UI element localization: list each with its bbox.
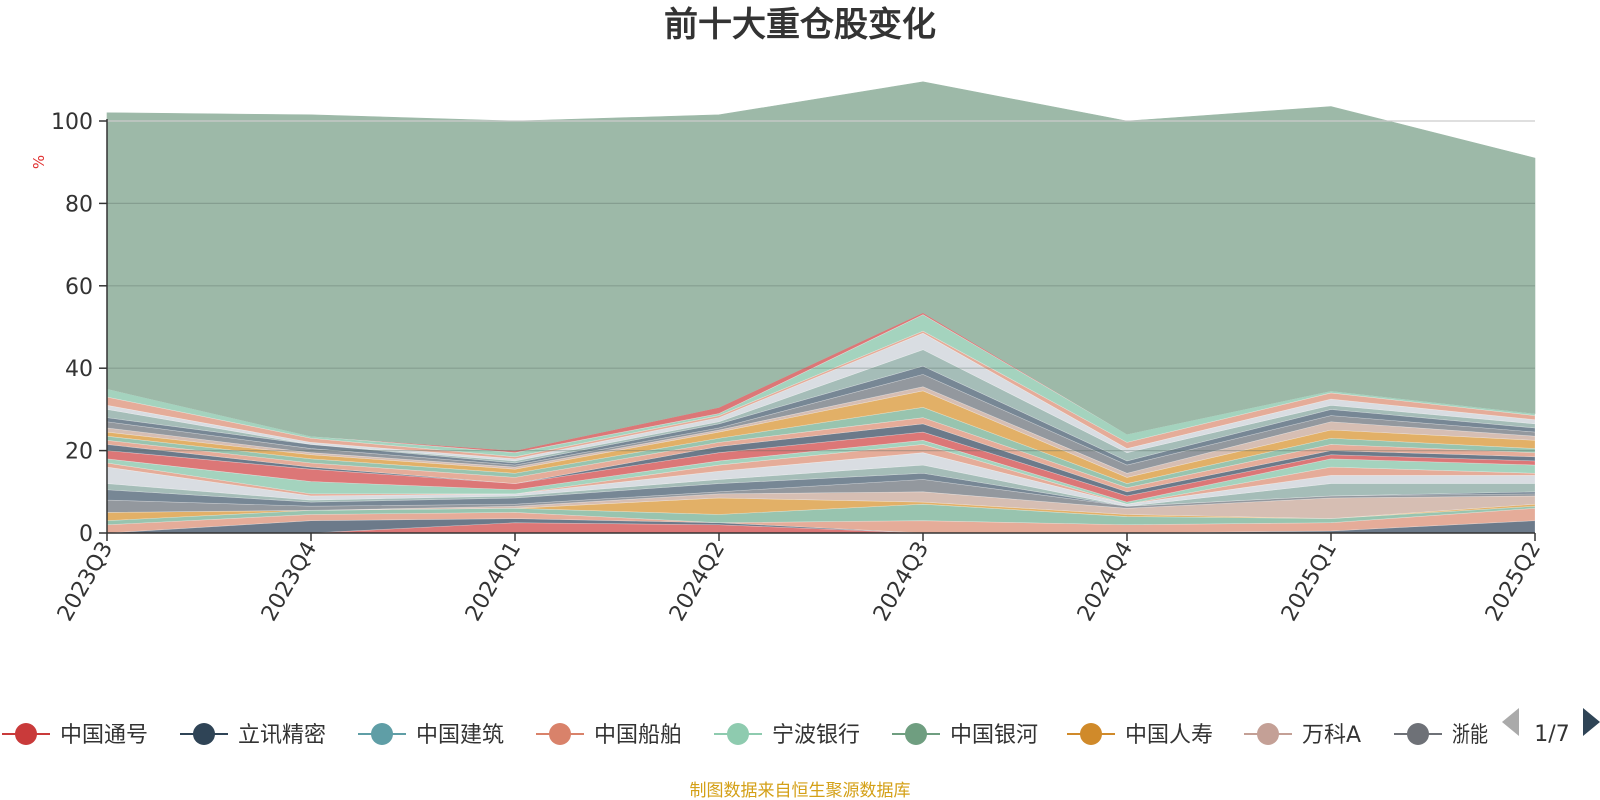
legend-item-8[interactable]: 浙能 — [1394, 723, 1488, 748]
y-tick-label-1: 20 — [65, 440, 93, 465]
legend-page-indicator: 1/7 — [1534, 722, 1569, 747]
legend-next-icon[interactable] — [1583, 708, 1600, 736]
x-tick-label-5: 2024Q4 — [1073, 538, 1138, 626]
x-tick-label-6: 2025Q1 — [1277, 538, 1342, 626]
legend-label: 中国人寿 — [1125, 723, 1213, 748]
legend-item-6[interactable]: 中国人寿 — [1067, 723, 1213, 748]
grid-lines — [107, 120, 1535, 452]
x-tick-label-2: 2024Q1 — [461, 538, 526, 626]
y-tick-label-4: 80 — [65, 192, 93, 217]
legend-marker-icon — [371, 723, 393, 745]
legend-marker-icon — [727, 723, 749, 745]
legend-marker-icon — [1257, 723, 1279, 745]
area-series-3 — [106, 503, 1536, 526]
legend-label: 中国通号 — [60, 723, 148, 748]
legend-label: 中国船舶 — [594, 723, 682, 748]
x-tick-label-4: 2024Q3 — [869, 538, 934, 626]
legend[interactable]: 中国通号 立讯精密 中国建筑 中国船舶 宁波银行 中国银河 中国人寿 万科A 浙能 — [2, 723, 1488, 748]
y-axis-unit: % — [30, 155, 48, 169]
legend-marker-icon — [905, 723, 927, 745]
legend-item-5[interactable]: 中国银河 — [892, 723, 1038, 748]
legend-item-4[interactable]: 宁波银行 — [714, 723, 860, 748]
legend-label: 中国银河 — [950, 723, 1038, 748]
legend-item-7[interactable]: 万科A — [1244, 723, 1361, 748]
x-tick-label-0: 2023Q3 — [53, 538, 118, 626]
x-tick-label-1: 2023Q4 — [257, 538, 322, 626]
legend-marker-icon — [549, 723, 571, 745]
stacked-areas — [106, 81, 1536, 534]
area-series-25 — [106, 81, 1536, 451]
legend-item-1[interactable]: 立讯精密 — [180, 723, 326, 748]
data-source-note: 制图数据来自恒生聚源数据库 — [690, 781, 911, 800]
legend-marker-icon — [193, 723, 215, 745]
legend-label: 万科A — [1302, 723, 1361, 748]
x-tick-label-7: 2025Q2 — [1481, 538, 1546, 626]
chart-title: 前十大重仓股变化 — [664, 5, 936, 45]
legend-marker-icon — [1407, 723, 1429, 745]
x-tick-label-3: 2024Q2 — [665, 538, 730, 626]
legend-label: 浙能 — [1452, 723, 1488, 748]
legend-item-3[interactable]: 中国船舶 — [536, 723, 682, 748]
legend-marker-icon — [15, 723, 37, 745]
area-series-23 — [106, 314, 1536, 458]
y-tick-label-5: 100 — [51, 110, 93, 135]
area-series-10 — [106, 444, 1536, 505]
legend-item-0[interactable]: 中国通号 — [2, 723, 148, 748]
legend-item-2[interactable]: 中国建筑 — [358, 723, 504, 748]
legend-label: 宁波银行 — [772, 723, 860, 748]
legend-marker-icon — [1080, 723, 1102, 745]
legend-pager[interactable]: 1/7 — [1502, 708, 1600, 747]
area-series-6 — [106, 479, 1536, 513]
area-series-11 — [106, 439, 1536, 505]
area-series-5 — [106, 491, 1536, 519]
y-tick-label-0: 0 — [79, 522, 93, 547]
y-tick-label-2: 40 — [65, 357, 93, 382]
legend-prev-icon[interactable] — [1502, 708, 1519, 736]
legend-label: 中国建筑 — [416, 723, 504, 748]
y-tick-label-3: 60 — [65, 275, 93, 300]
legend-label: 立讯精密 — [238, 723, 326, 748]
area-series-16 — [106, 390, 1536, 484]
